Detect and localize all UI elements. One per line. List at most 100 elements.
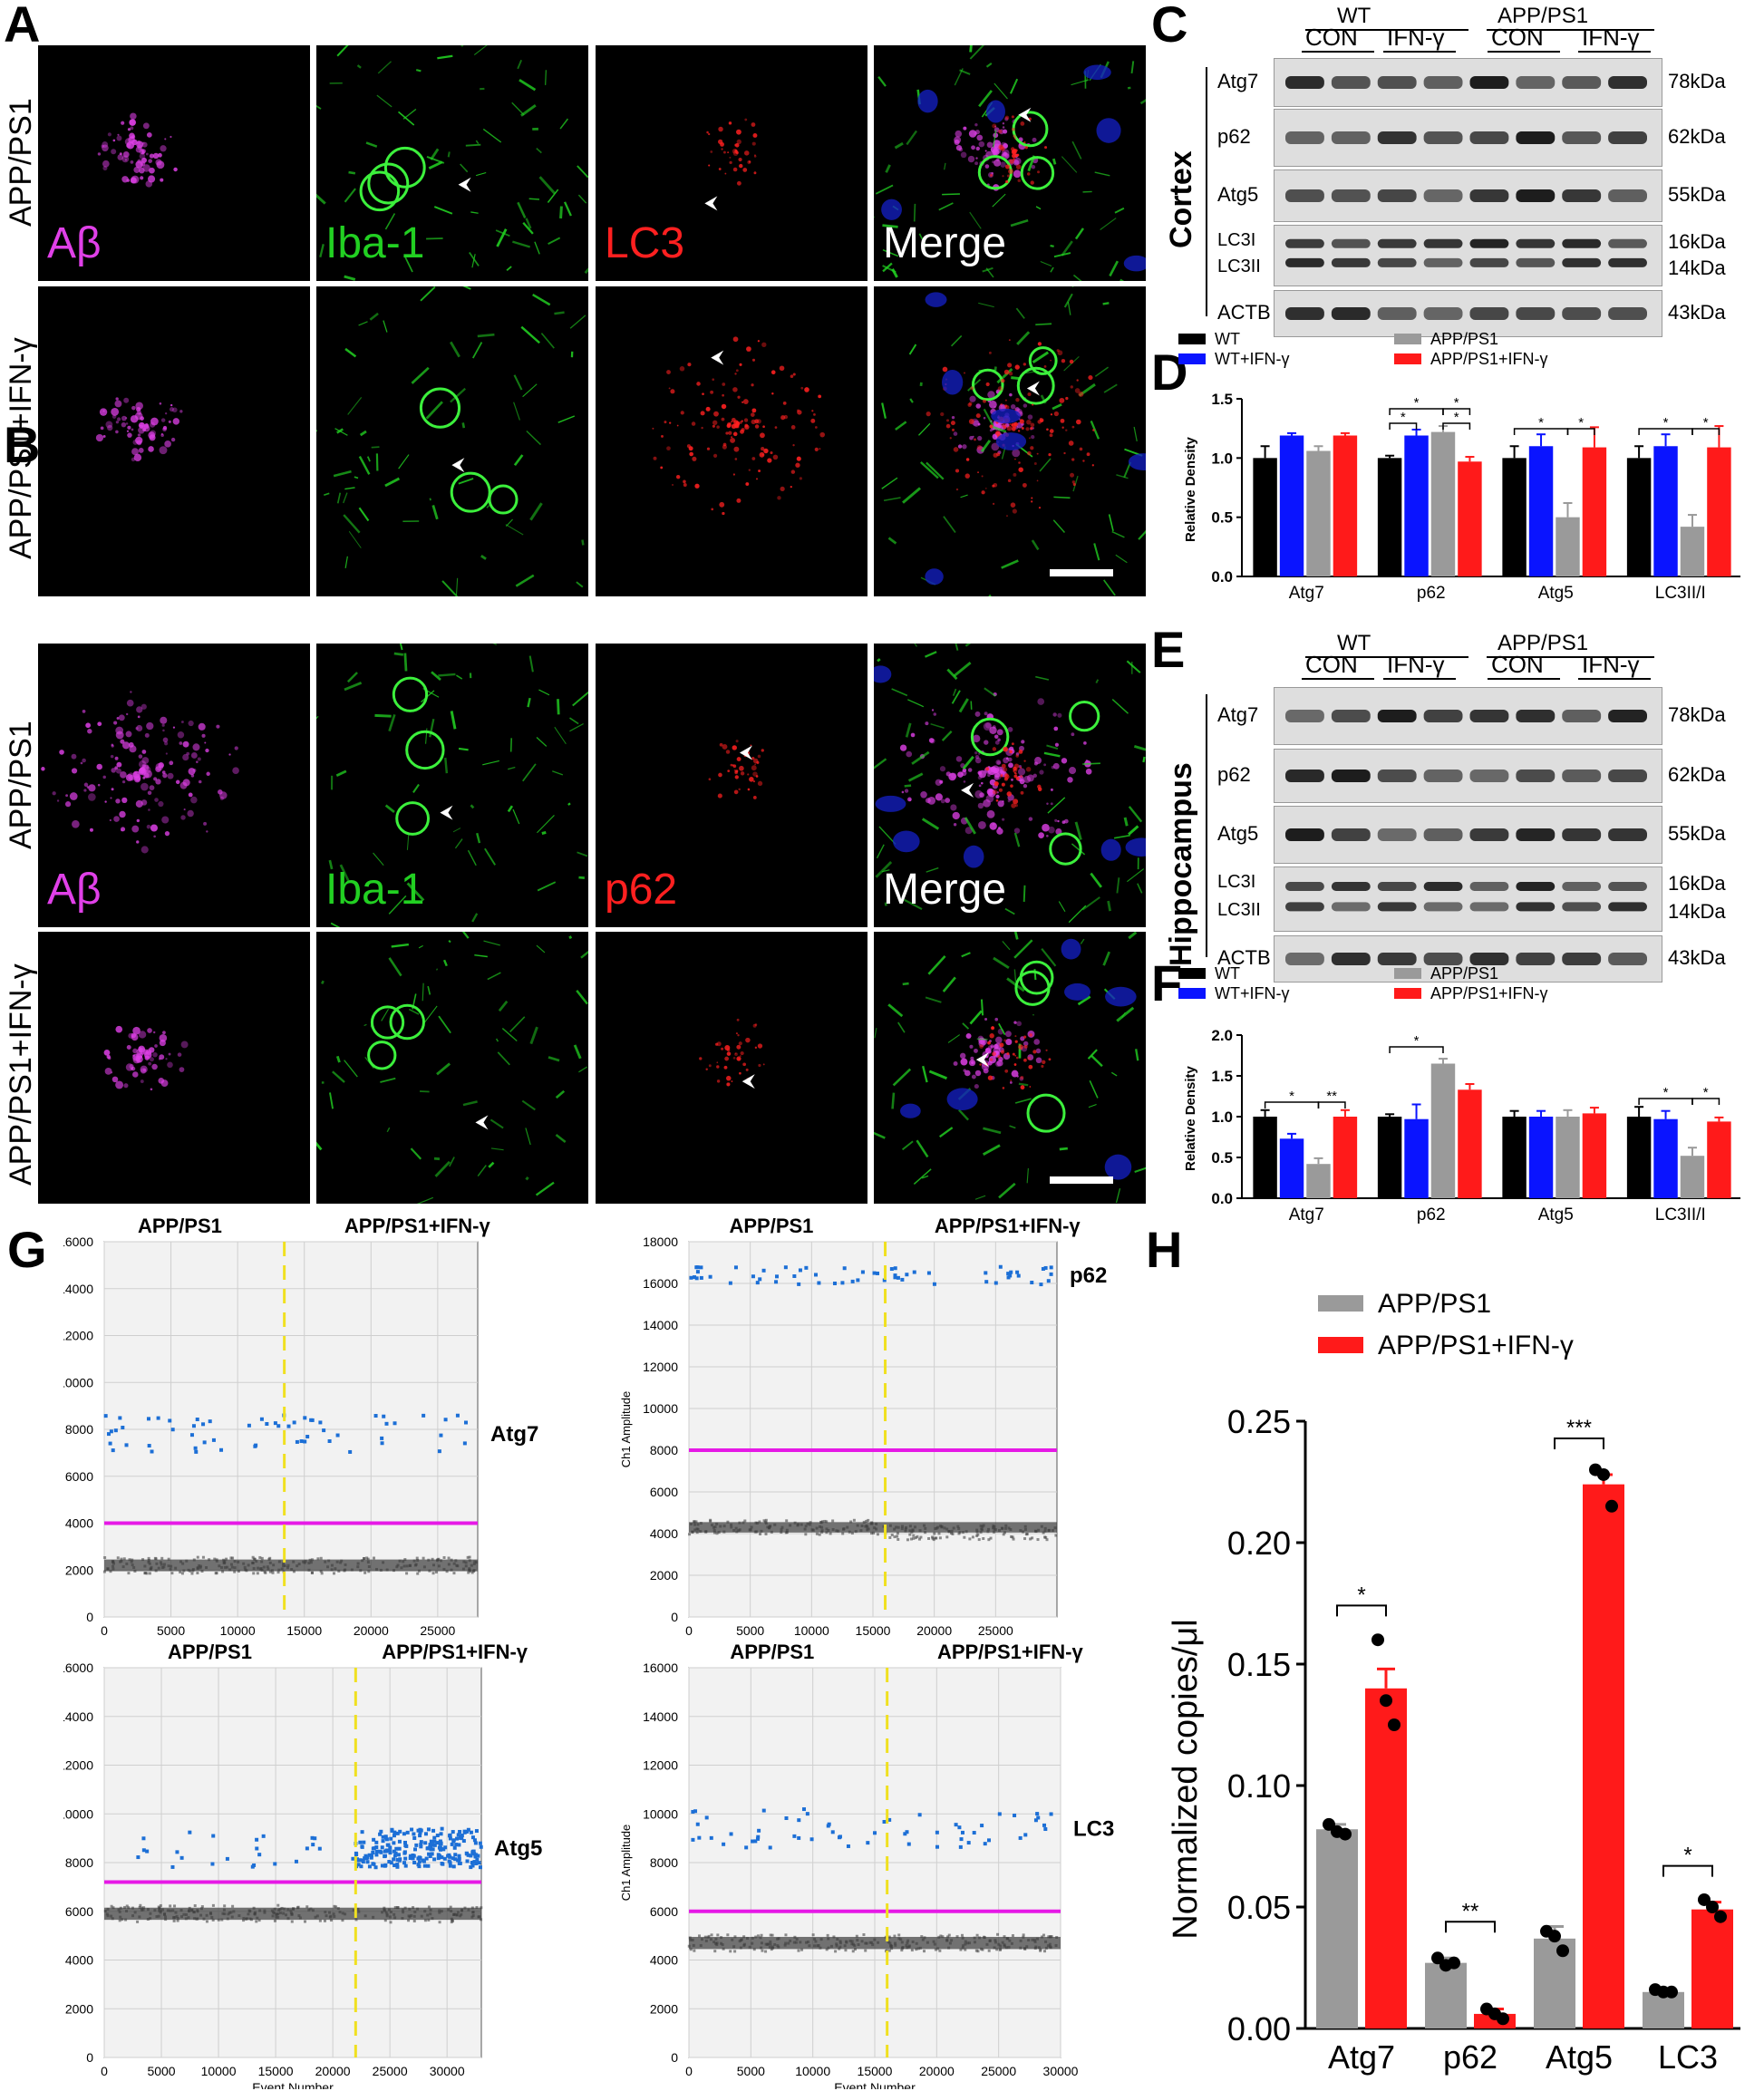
significance-bracket: [1442, 408, 1471, 415]
group-label-app: APP/PS1: [1497, 4, 1589, 28]
band: [1608, 257, 1647, 267]
positive-droplet: [448, 1834, 452, 1838]
positive-droplet: [432, 1843, 437, 1847]
y-tick-label: 0: [671, 1610, 678, 1624]
red-signal-speck: [1061, 358, 1066, 363]
microglia-process: [388, 957, 402, 977]
microglia-process: [902, 487, 922, 504]
microglia-process: [476, 832, 481, 844]
microglia-process: [955, 644, 959, 651]
abeta-speck: [1002, 121, 1005, 125]
negative-droplet: [933, 1532, 936, 1535]
abeta-speck: [1052, 762, 1060, 770]
abeta-speck: [123, 397, 130, 403]
microglia-process: [470, 211, 479, 214]
microglia-process: [891, 1092, 896, 1109]
band: [1516, 953, 1556, 965]
red-signal-speck: [751, 141, 756, 146]
data-point: [1497, 2012, 1509, 2026]
red-signal-speck: [1044, 146, 1048, 150]
red-signal-speck: [1046, 428, 1049, 431]
row-label: APP/PS1+IFN-γ: [4, 963, 38, 1186]
positive-droplet: [997, 1812, 1002, 1816]
positive-droplet: [410, 1827, 414, 1832]
positive-droplet: [431, 1847, 435, 1852]
positive-droplet: [426, 1827, 431, 1832]
red-signal-speck: [1031, 497, 1033, 499]
negative-droplet: [896, 1534, 899, 1538]
positive-droplet: [846, 1844, 850, 1848]
band: [1331, 770, 1371, 782]
abeta-speck: [1010, 403, 1016, 410]
positive-droplet: [1049, 1265, 1053, 1270]
positive-droplet: [475, 1857, 480, 1862]
red-signal-speck: [770, 451, 773, 455]
data-point: [1597, 1467, 1610, 1481]
abeta-speck: [977, 802, 984, 809]
microglia-process: [365, 141, 378, 148]
microglia-process: [528, 655, 534, 673]
significance-label: **: [1462, 1899, 1479, 1923]
positive-droplet: [432, 1835, 437, 1840]
channel-label: LC3: [605, 219, 685, 267]
red-signal-speck: [701, 426, 703, 430]
y-tick-label: 1.0: [1211, 1108, 1233, 1126]
positive-droplet: [388, 1845, 393, 1850]
negative-droplet: [1054, 1534, 1058, 1537]
negative-droplet: [415, 1556, 419, 1560]
micrograph-tile: Merge: [874, 45, 1146, 281]
red-signal-speck: [712, 453, 718, 458]
positive-droplet: [462, 1441, 467, 1446]
microglia-cell: [367, 162, 410, 205]
positive-droplet: [423, 1841, 428, 1845]
abeta-speck: [135, 402, 143, 411]
positive-droplet: [418, 1834, 422, 1838]
positive-droplet: [473, 1841, 478, 1845]
red-signal-speck: [1027, 450, 1032, 456]
abeta-speck: [1039, 770, 1044, 775]
negative-droplet: [102, 1570, 106, 1573]
microglia-process: [498, 1000, 509, 1012]
red-signal-speck: [1059, 397, 1065, 403]
red-signal-speck: [762, 1063, 765, 1066]
abeta-speck: [984, 740, 989, 745]
positive-droplet: [389, 1836, 393, 1841]
microglia-cell: [383, 146, 426, 189]
abeta-speck: [115, 731, 124, 740]
red-signal-speck: [1013, 799, 1019, 805]
positive-droplet: [452, 1845, 457, 1850]
abeta-speck: [127, 425, 131, 430]
red-signal-speck: [767, 458, 772, 463]
positive-droplet: [146, 1417, 150, 1421]
blot-strip: [1274, 290, 1662, 337]
red-signal-speck: [736, 425, 740, 429]
band: [1562, 882, 1602, 891]
y-tick-label: 14000: [63, 1709, 93, 1724]
positive-droplet: [225, 1856, 229, 1861]
red-signal-speck: [1082, 460, 1085, 462]
red-signal-speck: [1057, 350, 1063, 356]
microglia-process: [1115, 554, 1128, 564]
microglia-process: [959, 69, 971, 75]
band: [1562, 828, 1602, 841]
microglia-process: [384, 804, 395, 814]
abeta-speck: [960, 151, 967, 159]
negative-droplet: [427, 1905, 431, 1909]
y-tick-label: 0.20: [1227, 1525, 1291, 1562]
legend-swatch: [1394, 968, 1421, 979]
abeta-speck: [151, 1063, 158, 1070]
positive-droplet: [439, 1832, 443, 1836]
negative-droplet: [945, 1535, 949, 1539]
red-signal-speck: [792, 373, 796, 376]
positive-droplet: [417, 1864, 422, 1869]
microglia-process: [1074, 227, 1084, 240]
y-tick-label: 1.5: [1211, 391, 1233, 408]
microglia-process: [366, 456, 371, 462]
microglia-process: [984, 687, 996, 697]
group-underline-wt: [1305, 29, 1468, 31]
positive-droplet: [395, 1831, 400, 1835]
microglia-process: [376, 94, 393, 108]
blot-strip: [1274, 109, 1662, 167]
negative-droplet: [276, 1571, 280, 1574]
positive-droplet: [276, 1424, 281, 1428]
